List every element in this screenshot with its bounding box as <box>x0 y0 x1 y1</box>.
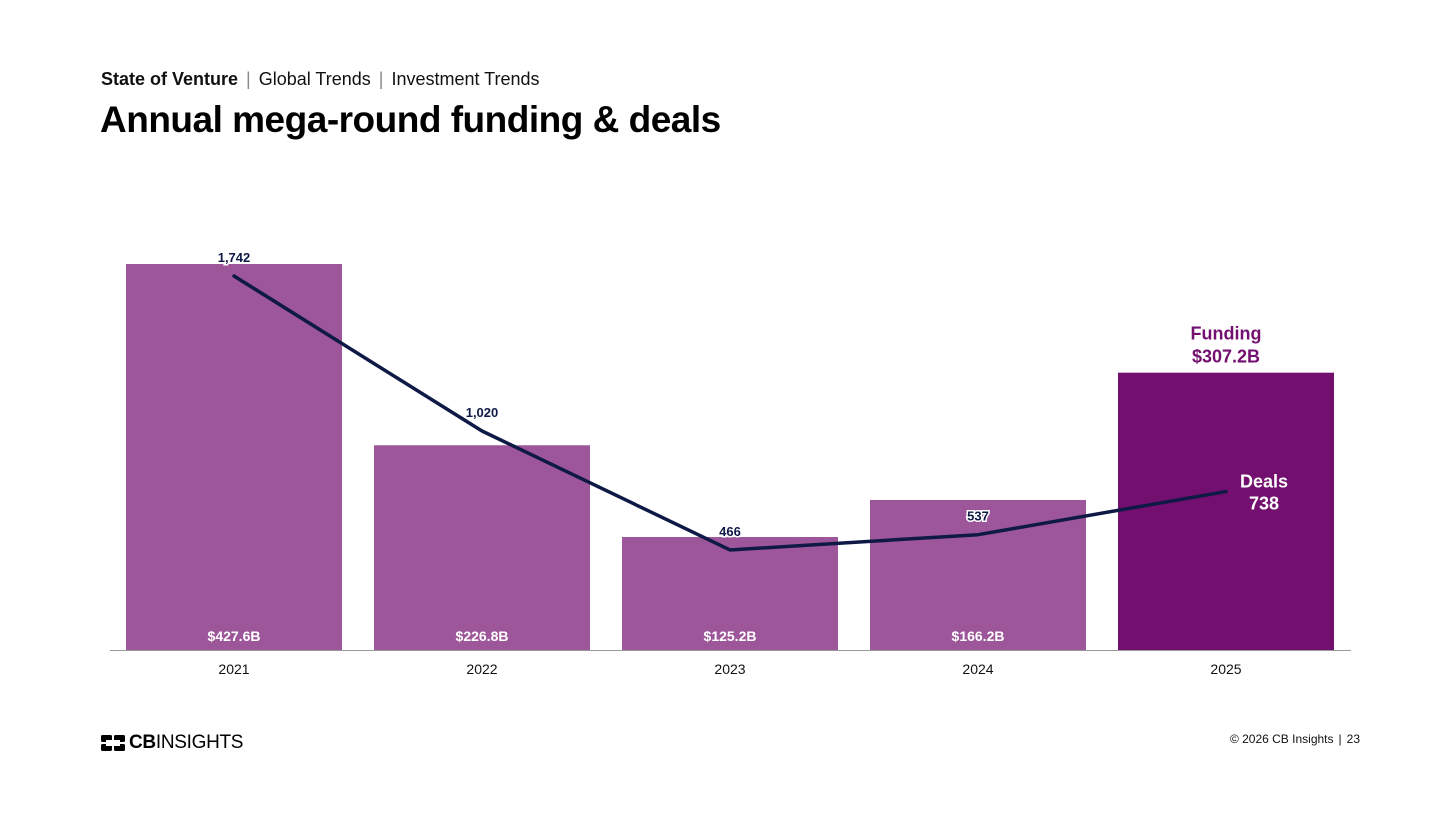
deals-value-label-2024: 537 <box>967 509 989 524</box>
deals-callout-value: 738 <box>1249 494 1279 514</box>
funding-bar-2023[interactable] <box>622 536 838 650</box>
funding-value-label-2024: $166.2B <box>952 628 1005 644</box>
funding-value-label-2023: $125.2B <box>704 628 757 644</box>
breadcrumb: State of Venture | Global Trends | Investmen… <box>101 69 540 90</box>
logo-wordmark-light: INSIGHTS <box>155 732 244 753</box>
funding-bar-2022[interactable] <box>374 445 590 650</box>
footer-copyright: © 2026 CB Insights | 23 <box>1230 732 1360 746</box>
x-tick-label-2022: 2022 <box>466 661 497 677</box>
copyright-text: © 2026 CB Insights <box>1229 732 1334 746</box>
logo-wordmark-bold: CB <box>129 732 156 753</box>
deals-value-label-2021: 1,742 <box>218 250 251 265</box>
page-title: Annual mega-round funding & deals <box>100 99 721 140</box>
funding-callout-value: $307.2B <box>1192 347 1260 367</box>
x-tick-label-2025: 2025 <box>1210 661 1241 677</box>
breadcrumb-separator: | <box>246 69 251 89</box>
page-number: 23 <box>1346 732 1360 746</box>
deals-value-label-2023: 466 <box>719 524 741 539</box>
x-tick-label-2024: 2024 <box>962 661 993 677</box>
funding-callout-title: Funding <box>1191 324 1262 344</box>
deals-callout-title: Deals <box>1240 472 1288 492</box>
footer-separator: | <box>1338 732 1342 746</box>
cb-insights-logo: CBINSIGHTS <box>101 732 243 754</box>
x-tick-label-2021: 2021 <box>218 661 249 677</box>
breadcrumb-item-investment-trends[interactable]: Investment Trends <box>391 69 540 89</box>
funding-value-label-2021: $427.6B <box>208 628 261 644</box>
breadcrumb-item-global-trends[interactable]: Global Trends <box>258 69 371 89</box>
funding-bar-2025[interactable] <box>1118 372 1334 650</box>
deals-line <box>232 274 1228 552</box>
x-tick-label-2023: 2023 <box>714 661 745 677</box>
breadcrumb-item-state-of-venture[interactable]: State of Venture <box>101 69 239 89</box>
cb-insights-wordmark: CBINSIGHTS <box>129 732 243 754</box>
funding-bar-2021[interactable] <box>126 264 342 650</box>
cb-insights-logo-icon <box>101 735 125 751</box>
deals-value-label-2022: 1,020 <box>466 405 499 420</box>
funding-bar-2024[interactable] <box>870 499 1086 650</box>
breadcrumb-separator: | <box>378 69 384 89</box>
funding-value-label-2022: $226.8B <box>456 628 509 644</box>
